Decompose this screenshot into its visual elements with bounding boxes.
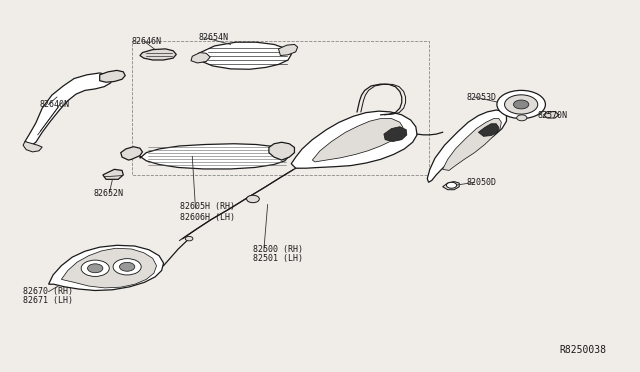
Circle shape: [113, 259, 141, 275]
Circle shape: [447, 182, 457, 188]
Text: 82654N: 82654N: [198, 33, 228, 42]
Circle shape: [513, 100, 529, 109]
Text: 82646N: 82646N: [132, 37, 162, 46]
Polygon shape: [25, 73, 113, 145]
Circle shape: [246, 195, 259, 203]
Polygon shape: [191, 52, 210, 63]
Polygon shape: [443, 182, 460, 190]
Polygon shape: [291, 111, 417, 168]
Text: 82050D: 82050D: [467, 178, 497, 187]
Circle shape: [81, 260, 109, 276]
Polygon shape: [478, 124, 499, 137]
Text: 82500 (RH): 82500 (RH): [253, 244, 303, 253]
Text: 82640N: 82640N: [39, 100, 69, 109]
Text: 82606H (LH): 82606H (LH): [179, 213, 234, 222]
Polygon shape: [23, 141, 42, 152]
Polygon shape: [103, 169, 124, 179]
Polygon shape: [140, 144, 289, 169]
Text: 82652N: 82652N: [93, 189, 124, 198]
Polygon shape: [312, 119, 403, 162]
Polygon shape: [384, 127, 407, 141]
Text: 82053D: 82053D: [467, 93, 497, 102]
Text: 82501 (LH): 82501 (LH): [253, 254, 303, 263]
Circle shape: [497, 90, 545, 119]
Circle shape: [516, 115, 527, 121]
Text: 82670 (RH): 82670 (RH): [23, 287, 73, 296]
Polygon shape: [443, 119, 501, 170]
Text: 82570N: 82570N: [537, 111, 567, 120]
Polygon shape: [269, 142, 294, 160]
Polygon shape: [100, 70, 125, 82]
Circle shape: [504, 95, 538, 114]
Circle shape: [120, 262, 135, 271]
Polygon shape: [121, 147, 143, 160]
Circle shape: [185, 236, 193, 241]
Circle shape: [88, 264, 103, 273]
Polygon shape: [197, 42, 291, 69]
Polygon shape: [61, 248, 157, 288]
Polygon shape: [140, 49, 176, 60]
Polygon shape: [543, 112, 559, 118]
Polygon shape: [428, 110, 506, 182]
Text: 82671 (LH): 82671 (LH): [23, 296, 73, 305]
Text: R8250038: R8250038: [559, 344, 607, 355]
Polygon shape: [49, 245, 164, 291]
Text: 82605H (RH): 82605H (RH): [179, 202, 234, 211]
Polygon shape: [278, 44, 298, 55]
